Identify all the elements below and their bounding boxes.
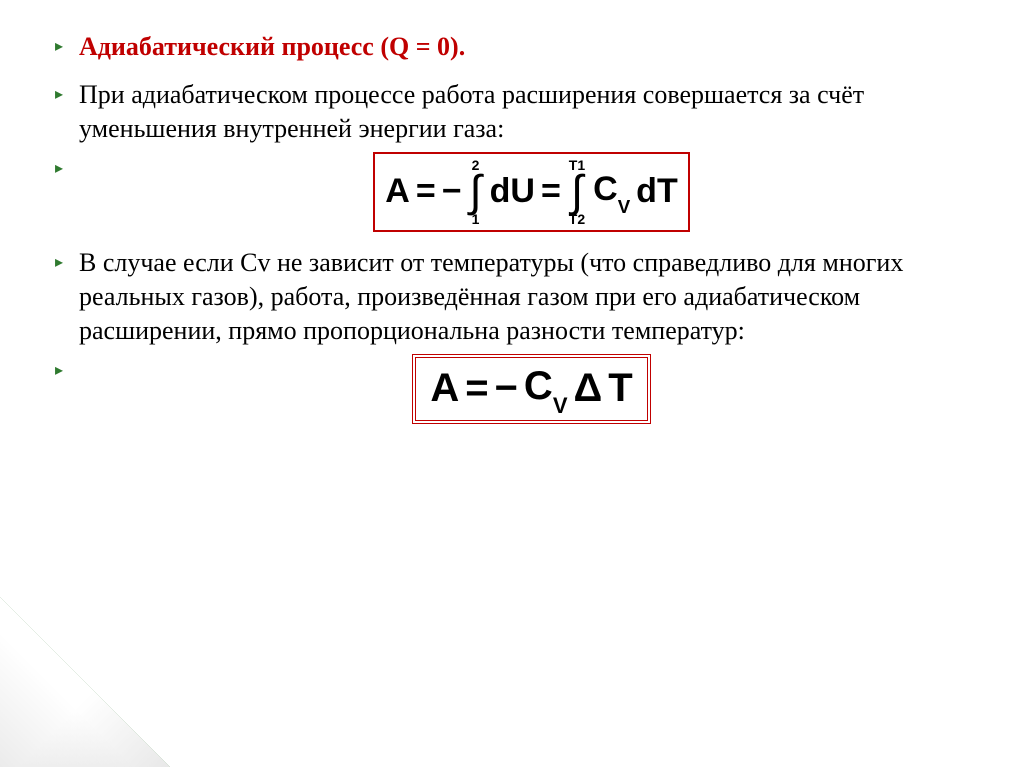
bullet-icon: ▸ bbox=[55, 30, 79, 64]
sym-eq: = bbox=[416, 172, 436, 211]
integral-icon: ∫ bbox=[470, 172, 482, 212]
formula-2: A = − CV Δ T bbox=[430, 364, 632, 414]
title-line: ▸ Адиабатический процесс (Q = 0). bbox=[55, 30, 984, 64]
formula-1: A = − 2 ∫ 1 dU = T1 ∫ T2 CV bbox=[385, 158, 677, 226]
slide-content: ▸ Адиабатический процесс (Q = 0). ▸ При … bbox=[55, 30, 984, 430]
formula-2-line: ▸ A = − CV Δ T bbox=[55, 354, 984, 424]
integral-1: 2 ∫ 1 bbox=[470, 158, 482, 226]
paragraph-1-text: При адиабатическом процессе работа расши… bbox=[79, 78, 984, 146]
paragraph-2-text: В случае если Сv не зависит от температу… bbox=[79, 246, 984, 348]
integral-icon: ∫ bbox=[571, 172, 583, 212]
paragraph-2: ▸ В случае если Сv не зависит от темпера… bbox=[55, 246, 984, 348]
bullet-icon: ▸ bbox=[55, 78, 79, 112]
sym-dU: dU bbox=[490, 172, 535, 211]
integral-2: T1 ∫ T2 bbox=[569, 158, 585, 226]
sym-minus: − bbox=[495, 366, 518, 411]
bullet-icon: ▸ bbox=[55, 246, 79, 280]
sym-Cv: CV bbox=[593, 170, 630, 213]
int1-lower: 1 bbox=[472, 212, 480, 226]
sym-delta: Δ bbox=[574, 366, 603, 411]
sym-T: T bbox=[608, 366, 632, 411]
paragraph-1: ▸ При адиабатическом процессе работа рас… bbox=[55, 78, 984, 146]
formula-2-box: A = − CV Δ T bbox=[412, 354, 650, 424]
formula-1-box: A = − 2 ∫ 1 dU = T1 ∫ T2 CV bbox=[373, 152, 689, 232]
corner-page-fold bbox=[0, 597, 170, 767]
sym-minus: − bbox=[442, 172, 462, 211]
sym-eq: = bbox=[465, 366, 488, 411]
bullet-icon: ▸ bbox=[55, 152, 79, 186]
formula-1-line: ▸ A = − 2 ∫ 1 dU = T1 ∫ bbox=[55, 152, 984, 232]
sym-dT: dT bbox=[636, 172, 678, 211]
sym-A: A bbox=[385, 172, 410, 211]
sym-Cv: CV bbox=[524, 364, 568, 414]
slide-title: Адиабатический процесс (Q = 0). bbox=[79, 30, 465, 64]
int2-lower: T2 bbox=[569, 212, 585, 226]
bullet-icon: ▸ bbox=[55, 354, 79, 388]
sym-A: A bbox=[430, 366, 459, 411]
sym-eq: = bbox=[541, 172, 561, 211]
